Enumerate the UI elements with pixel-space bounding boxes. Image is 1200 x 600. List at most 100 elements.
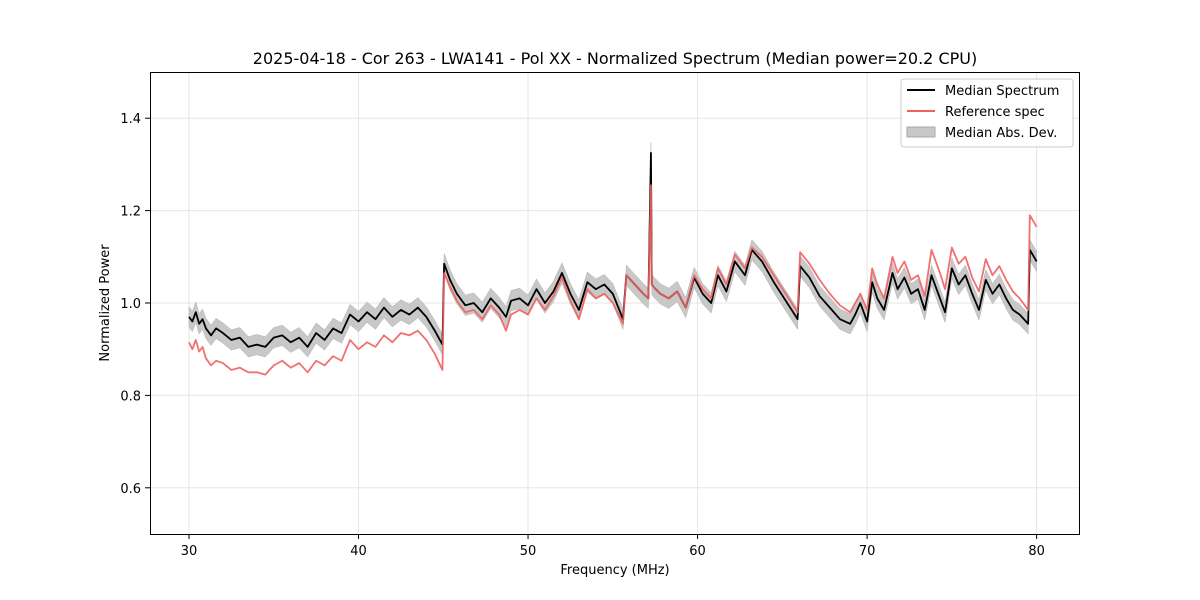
reference-point bbox=[855, 302, 856, 303]
median-point bbox=[587, 282, 588, 283]
median-point bbox=[273, 337, 274, 338]
median-point bbox=[324, 339, 325, 340]
reference-point bbox=[931, 249, 932, 250]
reference-point bbox=[924, 295, 925, 296]
reference-point bbox=[761, 256, 762, 257]
median-point bbox=[612, 293, 613, 294]
median-point bbox=[383, 307, 384, 308]
x-axis-label: Frequency (MHz) bbox=[560, 563, 669, 578]
reference-point bbox=[519, 309, 520, 310]
reference-point bbox=[256, 372, 257, 373]
reference-point bbox=[751, 247, 752, 248]
reference-point bbox=[195, 339, 196, 340]
legend-box bbox=[900, 78, 1074, 148]
reference-point bbox=[239, 367, 240, 368]
reference-point bbox=[1006, 279, 1007, 280]
median-point bbox=[702, 293, 703, 294]
series-lines bbox=[188, 151, 1038, 376]
legend-label-median: Median Spectrum bbox=[945, 84, 1059, 99]
median-point bbox=[231, 339, 232, 340]
median-point bbox=[819, 295, 820, 296]
median-point bbox=[965, 275, 966, 276]
median-point bbox=[553, 291, 554, 292]
median-point bbox=[210, 335, 211, 336]
median-point bbox=[717, 275, 718, 276]
legend: Median Spectrum Reference spec Median Ab… bbox=[900, 78, 1074, 148]
reference-point bbox=[653, 286, 654, 287]
median-point bbox=[307, 346, 308, 347]
reference-point bbox=[434, 353, 435, 354]
reference-point bbox=[366, 342, 367, 343]
x-tick-label: 40 bbox=[350, 544, 367, 559]
reference-point bbox=[951, 247, 952, 248]
median-point bbox=[829, 307, 830, 308]
reference-point bbox=[785, 293, 786, 294]
median-point bbox=[473, 302, 474, 303]
median-point bbox=[561, 272, 562, 273]
median-point bbox=[972, 293, 973, 294]
reference-point bbox=[527, 314, 528, 315]
median-point bbox=[578, 309, 579, 310]
reference-point bbox=[809, 263, 810, 264]
x-tick-label: 70 bbox=[859, 544, 876, 559]
median-point bbox=[622, 319, 623, 320]
reference-point bbox=[578, 319, 579, 320]
reference-point bbox=[604, 293, 605, 294]
reference-point bbox=[290, 367, 291, 368]
median-point bbox=[931, 275, 932, 276]
median-point bbox=[904, 277, 905, 278]
legend-swatch-mad bbox=[906, 126, 936, 138]
y-tick-label: 1.0 bbox=[120, 297, 141, 312]
reference-point bbox=[188, 342, 189, 343]
median-point bbox=[290, 342, 291, 343]
reference-point bbox=[465, 312, 466, 313]
reference-point bbox=[482, 319, 483, 320]
reference-point bbox=[622, 323, 623, 324]
median-point bbox=[726, 291, 727, 292]
median-point bbox=[366, 312, 367, 313]
median-point bbox=[449, 279, 450, 280]
reference-point bbox=[734, 254, 735, 255]
median-point bbox=[570, 293, 571, 294]
median-point bbox=[951, 268, 952, 269]
reference-point bbox=[829, 293, 830, 294]
reference-point bbox=[839, 305, 840, 306]
x-tick-label: 50 bbox=[520, 544, 537, 559]
median-point bbox=[216, 328, 217, 329]
median-point bbox=[199, 323, 200, 324]
median-point bbox=[595, 289, 596, 290]
reference-point bbox=[626, 275, 627, 276]
reference-point bbox=[595, 298, 596, 299]
median-point bbox=[358, 321, 359, 322]
reference-point bbox=[892, 256, 893, 257]
reference-point bbox=[449, 286, 450, 287]
median-point bbox=[482, 312, 483, 313]
median-point bbox=[505, 316, 506, 317]
reference-point bbox=[797, 312, 798, 313]
y-axis-label: Normalized Power bbox=[98, 244, 113, 362]
mad-band-group bbox=[188, 142, 1037, 358]
median-point bbox=[332, 328, 333, 329]
reference-point bbox=[358, 349, 359, 350]
median-point bbox=[1036, 261, 1037, 262]
reference-point bbox=[265, 374, 266, 375]
median-point bbox=[282, 335, 283, 336]
reference-point bbox=[536, 298, 537, 299]
reference-point bbox=[650, 185, 651, 186]
median-point bbox=[877, 298, 878, 299]
x-tick-label: 60 bbox=[689, 544, 706, 559]
reference-point bbox=[307, 372, 308, 373]
reference-point bbox=[587, 289, 588, 290]
median-point bbox=[892, 272, 893, 273]
reference-point bbox=[499, 314, 500, 315]
median-point bbox=[944, 312, 945, 313]
legend-label-mad: Median Abs. Dev. bbox=[945, 126, 1057, 141]
median-point bbox=[711, 302, 712, 303]
median-point bbox=[400, 309, 401, 310]
median-point bbox=[392, 316, 393, 317]
median-point bbox=[924, 309, 925, 310]
reference-point bbox=[939, 272, 940, 273]
reference-point bbox=[375, 346, 376, 347]
median-point bbox=[265, 346, 266, 347]
y-tick-label: 0.6 bbox=[120, 482, 141, 497]
